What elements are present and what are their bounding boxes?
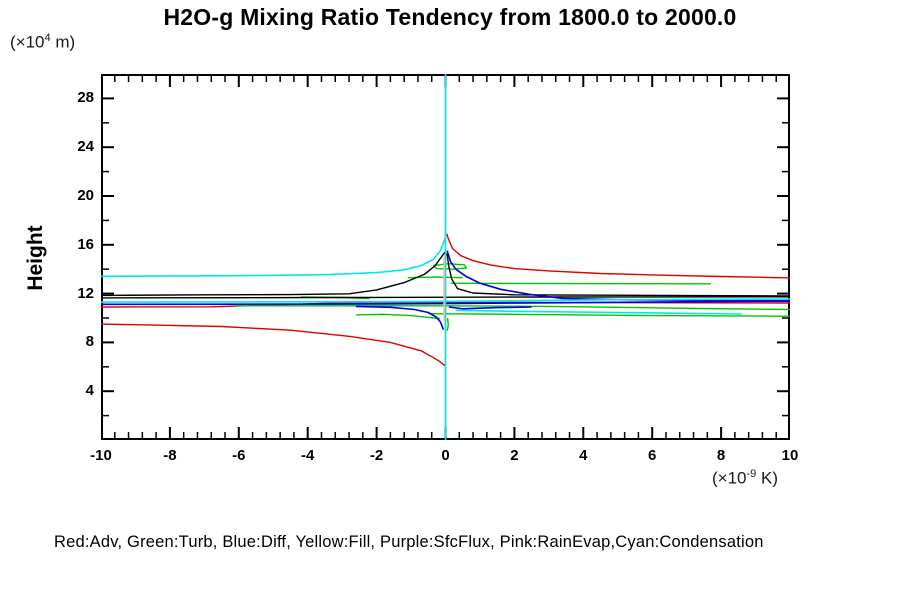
x-tick-label: -10	[90, 447, 112, 464]
y-axis-unit: (×104 m)	[10, 32, 76, 52]
x-tick-label: -8	[163, 447, 177, 464]
x-tick-label: -2	[369, 447, 384, 464]
series-Diff	[446, 250, 790, 302]
series-Turb	[355, 313, 441, 320]
series-Adv	[101, 323, 446, 367]
series-black-unlabeled	[101, 251, 790, 297]
series-Adv	[446, 233, 790, 279]
series-Condensation	[101, 237, 447, 278]
plot-area	[101, 74, 790, 440]
series-Turb	[446, 317, 450, 331]
y-tick-label: 24	[77, 138, 94, 156]
page-title: H2O-g Mixing Ratio Tendency from 1800.0 …	[163, 4, 737, 30]
y-tick-label: 4	[85, 382, 94, 400]
y-tick-label: 20	[77, 187, 94, 204]
x-axis-unit: (×10-9 K)	[712, 468, 779, 488]
y-tick-label: 8	[85, 333, 94, 351]
x-tick-label: 8	[716, 447, 726, 464]
y-axis-title: Height	[24, 225, 47, 291]
y-tick-label: 12	[77, 284, 94, 302]
series-Condensation	[101, 298, 790, 303]
x-tick-label: -6	[232, 447, 246, 464]
series-Turb	[450, 282, 711, 285]
x-tick-label: 4	[579, 447, 588, 464]
series-Condensation	[455, 309, 742, 315]
series-Turb	[235, 305, 790, 311]
x-tick-label: 2	[510, 447, 519, 464]
series-Diff	[101, 300, 790, 306]
series-Diff	[355, 305, 445, 330]
y-tick-label: 16	[77, 235, 94, 253]
legend-text: Red:Adv, Green:Turb, Blue:Diff, Yellow:F…	[54, 533, 764, 551]
y-tick-label: 28	[77, 89, 94, 107]
x-tick-label: 6	[648, 447, 657, 464]
series-Diff	[448, 306, 532, 310]
series-Turb	[428, 313, 790, 317]
x-tick-label: -4	[301, 447, 315, 464]
x-tick-label: 0	[441, 447, 450, 464]
x-tick-label: 10	[781, 447, 799, 464]
plot-svg	[101, 74, 790, 440]
